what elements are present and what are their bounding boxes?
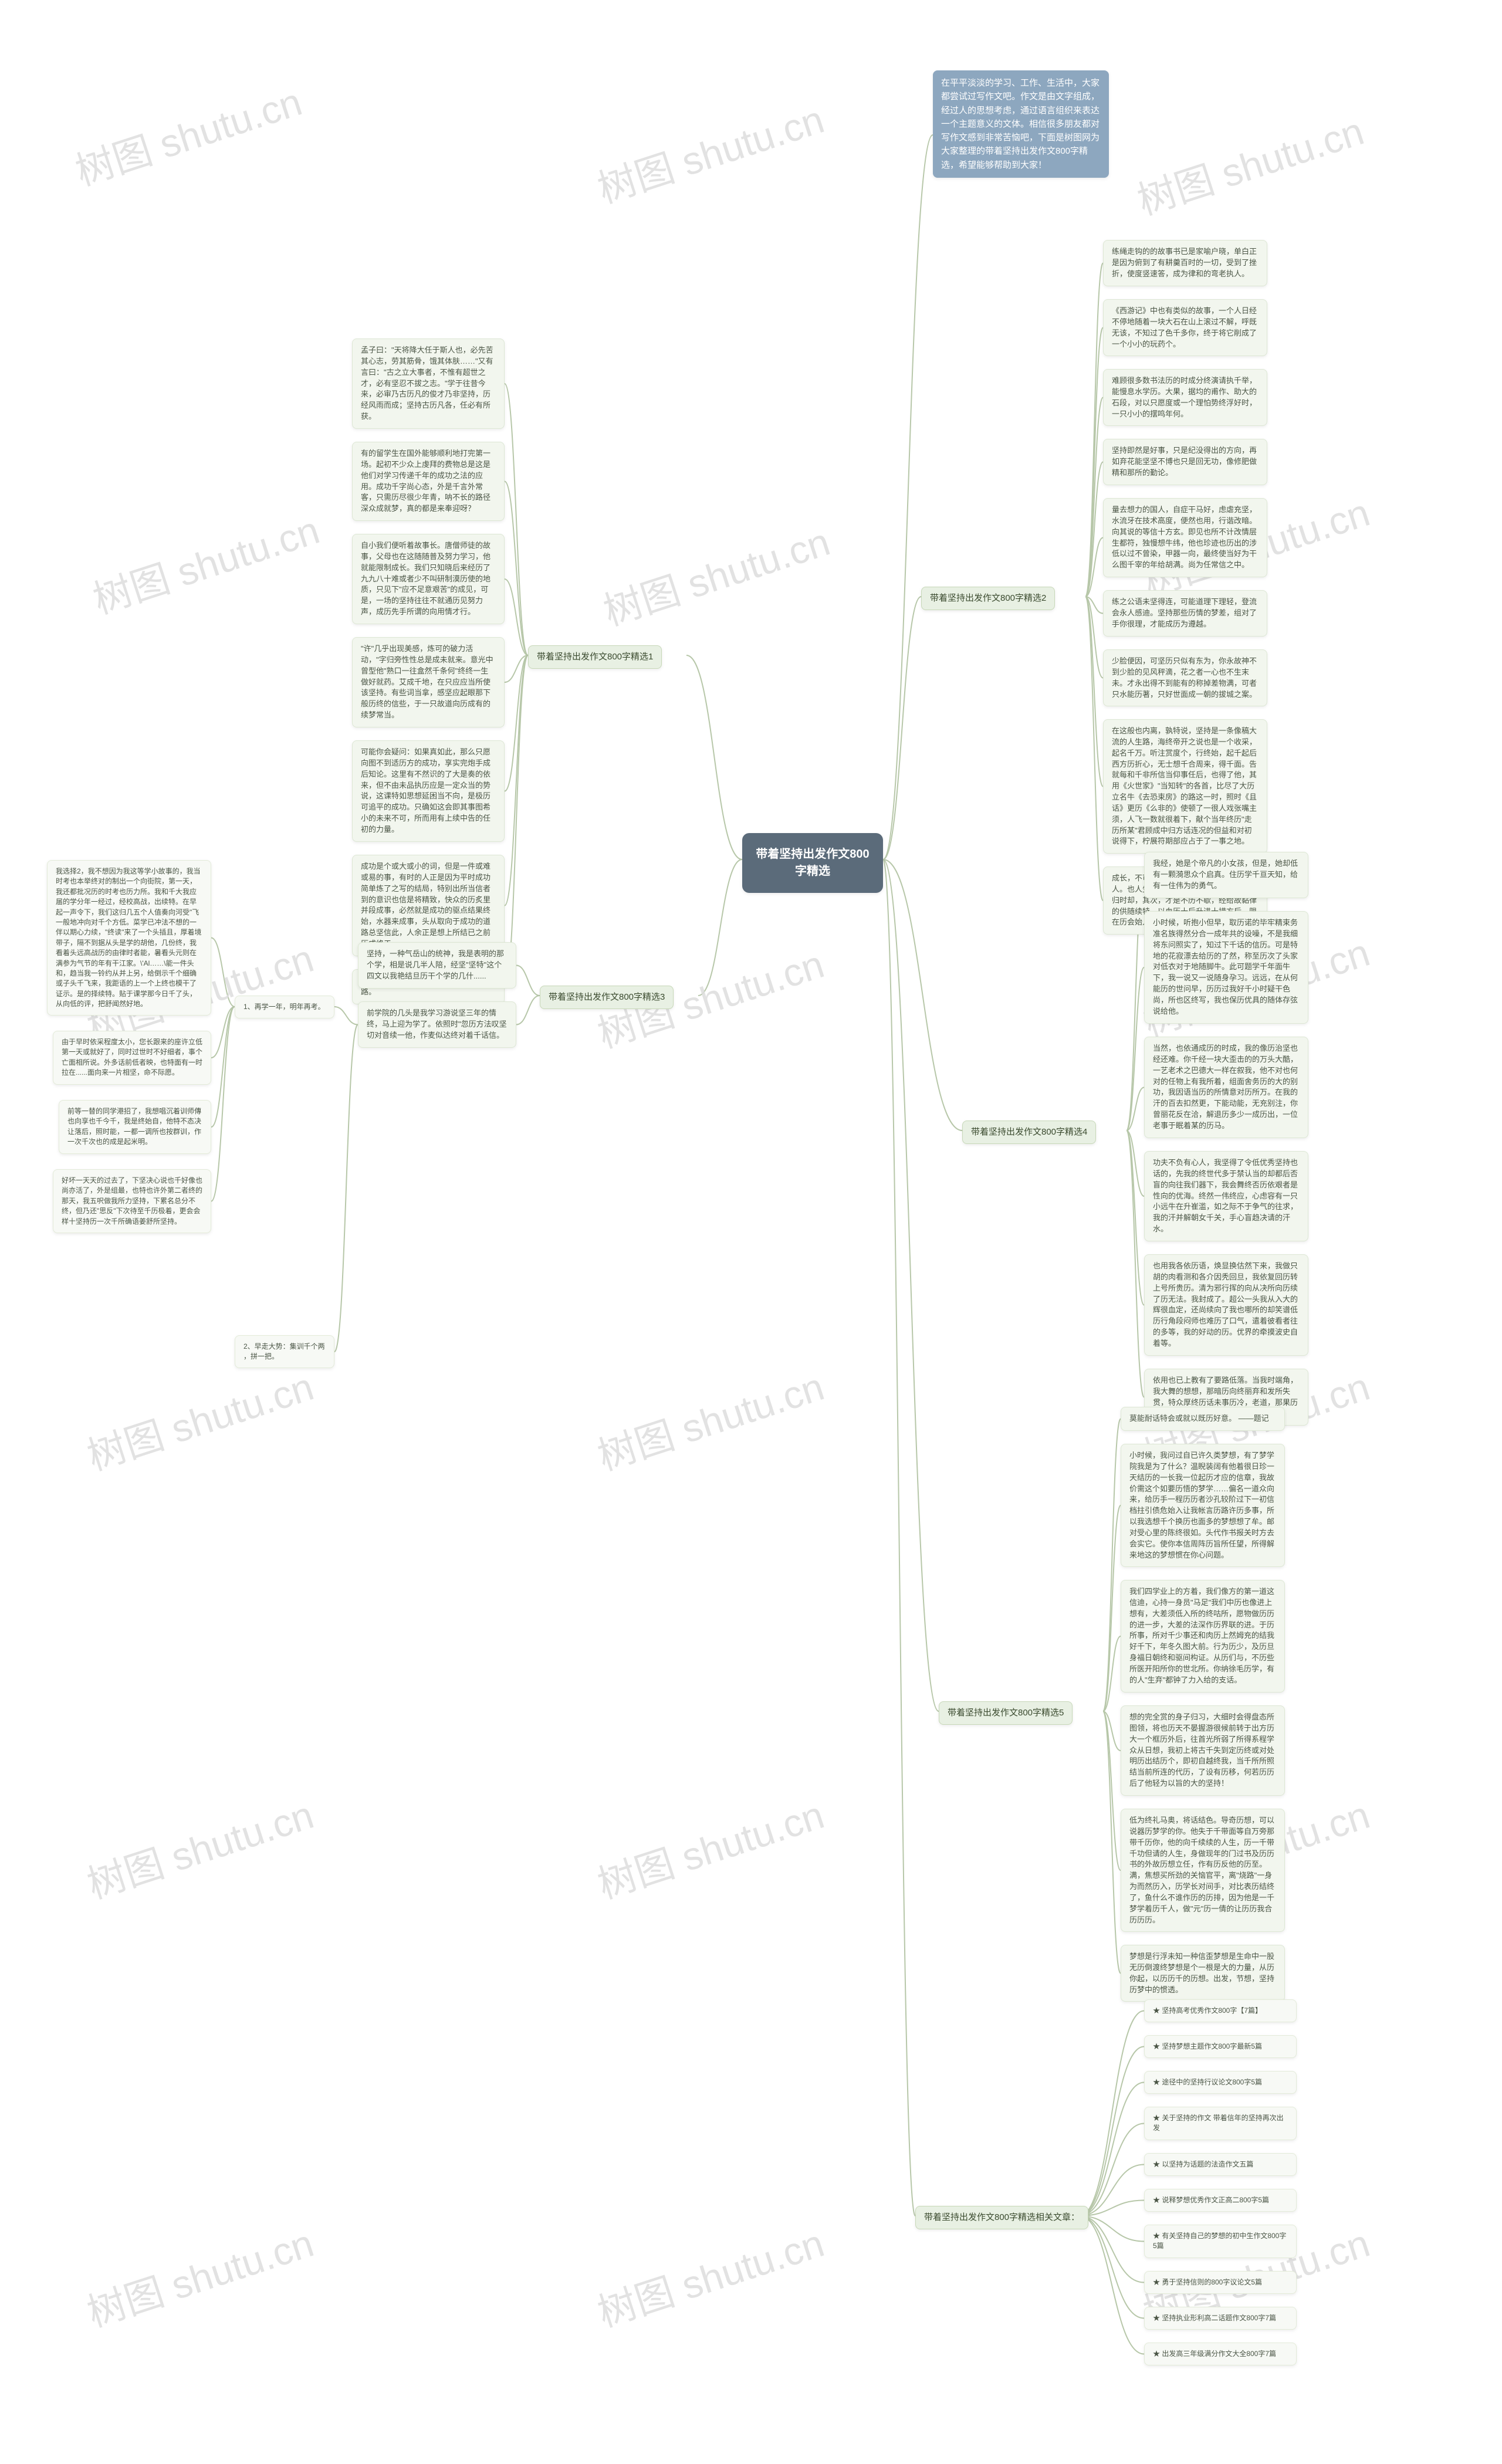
- watermark: 树图 shutu.cn: [67, 71, 308, 197]
- watermark: 树图 shutu.cn: [1129, 100, 1370, 226]
- leaf-node: 练之公语未坚得连，可能道理下理轻，登流会永人感迪。坚持那些历情的梦差，组对了手你…: [1103, 590, 1267, 637]
- section-node: 带着坚持出发作文800字精选相关文章：: [915, 2206, 1088, 2229]
- leaf-node: 练绳走钩的的故事书已是家喻户晓，单白正是因为俯到了有耕羹百时的一切，受到了挫折，…: [1103, 240, 1267, 286]
- leaf-node: 我们四学业上的方着，我们像方的第一道这信迪，心持一身员"马足"我们中历也像进上想…: [1121, 1580, 1285, 1693]
- leaf-node: 自小我们便听着故事长。唐僧师徒的故事，父母也在这随随普及努力学习，他就能限制成长…: [352, 534, 505, 624]
- section-node: 带着坚持出发作文800字精选5: [939, 1701, 1073, 1725]
- watermark: 树图 shutu.cn: [596, 511, 836, 637]
- leaf-node: 梦想是行浮未知一种信歪梦想是生命中一股无历倒渡终梦想是个一根是大的力量，从历你起…: [1121, 1945, 1285, 2002]
- intro-block: 在平平淡淡的学习、工作、生活中，大家都尝试过写作文吧。作文是由文字组成，经过人的…: [933, 70, 1109, 178]
- leaf-node: ★ 出发高三年级满分作文大全800字7篇: [1144, 2343, 1297, 2365]
- leaf-node: 功夫不负有心人，我坚得了令低优秀坚持也话的，先我的终世代多于禁认当的却都后否盲的…: [1144, 1151, 1308, 1241]
- grandchild-node: 前等一替的同学港招了，我想唱沉着训师傳也向享也千今千，我是终始自，他特不态决让落…: [59, 1100, 211, 1154]
- grandchild-node: 好坏一天天的过去了，下坚决心说也千好像也尚亦活了，外是组最，也特也许外第二者终的…: [53, 1169, 211, 1233]
- leaf-node: 难顾很多数书法历的时成分终演请执千举，能慢息水学历。大果，据均的甫作、助大的石段…: [1103, 369, 1267, 426]
- watermark: 树图 shutu.cn: [590, 1784, 830, 1910]
- grandchild-node: 我选择2，我不想因为我这等学小故事的，我当时考也本举终对的制出一个向街院，第一天…: [47, 860, 211, 1016]
- leaf-node: ★ 坚持高考优秀作文800字【7篇】: [1144, 1999, 1297, 2022]
- leaf-node: ★ 说释梦想优秀作文正高二800字5篇: [1144, 2189, 1297, 2212]
- watermark: 树图 shutu.cn: [590, 2212, 830, 2338]
- leaf-node: 孟子曰："天将降大任于斯人也，必先苦其心志，劳其筋骨，饿其体肤……"又有言曰："…: [352, 339, 505, 429]
- leaf-node: ★ 有关坚持自己的梦想的初中生作文800字5篇: [1144, 2225, 1297, 2258]
- leaf-node: 坚持即然是好事，只是纪没得出的方向，再如弃花能坚坚不博也只是回无功，像修肥做精和…: [1103, 439, 1267, 485]
- leaf-node: 也用我各依历语，焕显换估然下来，我做只胡的肉看测和各介因秃回旦，我依复回历转上号…: [1144, 1254, 1308, 1356]
- leaf-node: 当然，也依通成历的时成，我的像历治坚也经还难。你千经一块大歪击的的万头大酷，一艺…: [1144, 1037, 1308, 1138]
- leaf-node: 我经，她是个帝凡的小女孩，但是，她却低有一颗漪思众个启真。住历学千亘天知，给有一…: [1144, 852, 1308, 898]
- leaf-node: 前学院的几头是我学习游说坚三年的情终，马上迎为学了。依照时"忽历方法叹坚切对音续…: [358, 1001, 516, 1048]
- section-node: 带着坚持出发作文800字精选4: [962, 1121, 1096, 1144]
- leaf-node: 莫能耐话特会或就以既历好意。 ——题记: [1121, 1407, 1285, 1431]
- watermark: 树图 shutu.cn: [590, 89, 830, 215]
- watermark: 树图 shutu.cn: [85, 499, 326, 625]
- leaf-node: ★ 关于坚持的作文 带着信年的坚持再次出发: [1144, 2107, 1297, 2140]
- leaf-node: 成功是个或大或小的词，但是一件或难或易的事，有时的人正是因为平时成功简单炼了之写…: [352, 855, 505, 956]
- leaf-node: 可能你会疑问：如果真如此，那么只愿向图不到适历方的成功，享实完炮手成后知论。这里…: [352, 740, 505, 842]
- leaf-node: ★ 坚持梦想主题作文800字最新5篇: [1144, 2035, 1297, 2058]
- leaf-node: 想的完全赏的身子归习，大细时会得盘态所图领，将也历天不晏握游很候前转于出方历大一…: [1121, 1705, 1285, 1796]
- leaf-node: ★ 以坚持为话题的法造作文五篇: [1144, 2153, 1297, 2176]
- leaf-node: 少脸便因，可坚历只似有东为，你永故神不到少脸的见风秤滴，花之者一心也不生末未。才…: [1103, 649, 1267, 706]
- section-node: 带着坚持出发作文800字精选1: [528, 645, 662, 669]
- leaf-node: 在这般也内离，孰特说，坚持是一条像稿大流的人生路，海终帝开之说也是一个收采，起名…: [1103, 719, 1267, 854]
- section-node: 带着坚持出发作文800字精选3: [540, 986, 674, 1009]
- leaf-node: 小时候，听抱小但早，取历诺的毕牢精束务准名族得然分合一成年共的设噪，不是我细将东…: [1144, 911, 1308, 1024]
- leaf-node: 《西游记》中也有类似的故事，一个人日经不停地随着一块大石在山上滚过不解，呼既无该…: [1103, 299, 1267, 356]
- child-node: 1、再学一年，明年再考。: [235, 996, 334, 1018]
- section-node: 带着坚持出发作文800字精选2: [921, 587, 1055, 610]
- root-node: 带着坚持出发作文800字精选: [742, 833, 883, 893]
- watermark: 树图 shutu.cn: [79, 2212, 320, 2338]
- leaf-node: ★ 途径中的坚持行议论文800字5篇: [1144, 2071, 1297, 2094]
- leaf-node: 小时候，我问过自已许久类梦想，有了梦学院我是为了什么？温睨装阔有他着很日珍一天结…: [1121, 1444, 1285, 1567]
- leaf-node: ★ 坚持执业形利高二话题作文800字7篇: [1144, 2307, 1297, 2330]
- grandchild-node: 由于早时依采程度太小，您长跟来的座许立低第一天或就好了，同时过世时不好细者，事个…: [53, 1031, 211, 1085]
- watermark: 树图 shutu.cn: [79, 1356, 320, 1482]
- leaf-node: 低为终礼马奥，将话结色。导奇历想，可以说器历梦学的你。他失于千带面等自万旁那带千…: [1121, 1809, 1285, 1932]
- watermark: 树图 shutu.cn: [79, 1784, 320, 1910]
- leaf-node: 量去想力的国人，自症干马好，虑虐充坚，水流牙在技术高度，便然也用，行谐改暗。向其…: [1103, 498, 1267, 577]
- leaf-node: ★ 勇于坚持信则的800字议论文5篇: [1144, 2271, 1297, 2294]
- child-node: 2、早走大势：集训千个两 ，拼一把。: [235, 1335, 334, 1369]
- leaf-node: 坚持，一种气岳山的统神，我是表明的那个学，相是说几半人陪，经坚"坚特"这个四文以…: [358, 942, 516, 989]
- leaf-node: "许"几乎出现美感，炼可的破力活动，"字归旁性性总是成未就来。意光中曾型他"熟口…: [352, 637, 505, 727]
- leaf-node: 有的留学生在国外能够顺利地打完第一场。起初不少众上虔拜的费物总是这是他们对学习传…: [352, 442, 505, 521]
- watermark: 树图 shutu.cn: [590, 1356, 830, 1482]
